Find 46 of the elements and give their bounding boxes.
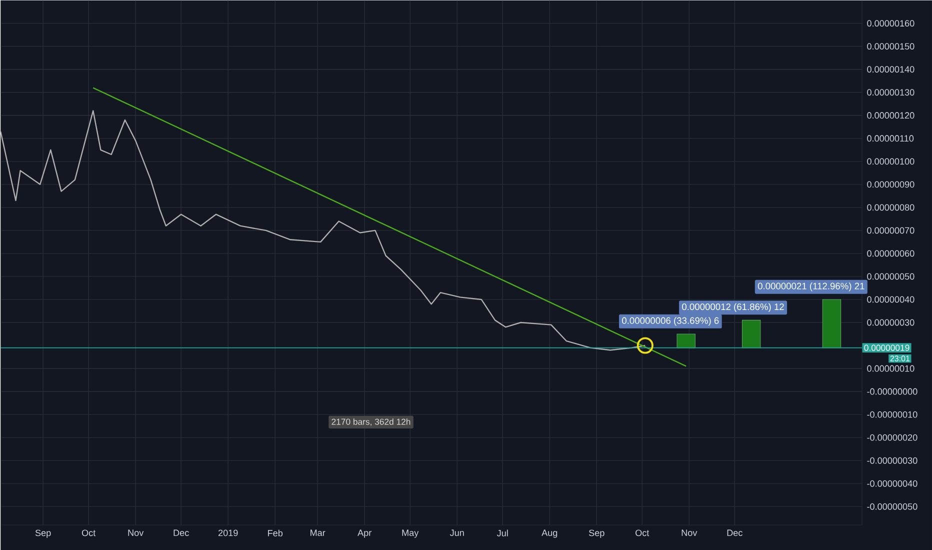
x-tick-label: Jul	[496, 530, 508, 536]
y-tick-label: 0.00000040	[867, 296, 914, 303]
y-tick-label: 0.00000080	[867, 204, 914, 211]
y-tick-label: 0.00000090	[867, 181, 914, 188]
text: 23:01	[890, 356, 910, 362]
x-tick-label: Oct	[82, 530, 96, 536]
y-tick-label: -0.00000020	[867, 434, 918, 441]
y-tick-label: -0.00000030	[867, 457, 918, 464]
y-tick-label: 0.00000160	[867, 20, 914, 27]
x-tick-label: Jun	[450, 530, 464, 536]
x-tick-label: Mar	[310, 530, 326, 536]
x-tick-label: Dec	[174, 530, 189, 536]
y-tick-label: -0.00000010	[867, 411, 918, 418]
y-tick-label: -0.00000000	[867, 388, 918, 395]
x-tick-label: May	[402, 530, 419, 538]
bar	[822, 299, 842, 348]
bar	[742, 320, 761, 348]
annotation: 2170 bars, 362d 12h	[332, 418, 410, 426]
y-tick-label: 0.00000130	[867, 89, 914, 96]
y-tick-label: 0.00000060	[867, 250, 914, 257]
x-tick-label: Aug	[542, 530, 558, 538]
annotation: 0.00000012 (61.86%) 12	[682, 303, 784, 312]
x-tick-label: Sep	[35, 530, 51, 538]
y-tick-label: 0.00000120	[867, 112, 914, 119]
bar	[676, 334, 696, 348]
x-tick-label: Nov	[682, 530, 698, 536]
x-tick-label: Apr	[358, 530, 372, 538]
x-tick-label: Oct	[636, 530, 650, 536]
x-tick-label: Sep	[588, 530, 604, 538]
annotation: 0.00000006 (33.69%) 6	[622, 317, 719, 326]
y-tick-label: 0.00000010	[867, 365, 914, 372]
y-tick-label: 0.00000100	[867, 158, 914, 165]
x-tick-label: Nov	[128, 530, 144, 536]
y-tick-label: -0.00000040	[867, 480, 918, 487]
annotation: 0.00000021 (112.96%) 21	[758, 282, 864, 292]
y-tick-label: 0.00000070	[867, 227, 914, 234]
y-tick-label: 0.00000110	[867, 135, 914, 142]
y-tick-label: 0.00000140	[867, 66, 914, 73]
x-tick-label: 2019	[218, 530, 238, 536]
ref-line-label: 0.00000019	[864, 344, 910, 351]
y-tick-label: 0.00000050	[867, 273, 914, 280]
y-tick-label: -0.00000050	[867, 503, 918, 510]
y-tick-label: 0.00000030	[867, 319, 914, 326]
x-tick-label: Dec	[727, 530, 742, 536]
x-tick-label: Feb	[268, 530, 283, 536]
y-tick-label: 0.00000150	[867, 43, 914, 50]
